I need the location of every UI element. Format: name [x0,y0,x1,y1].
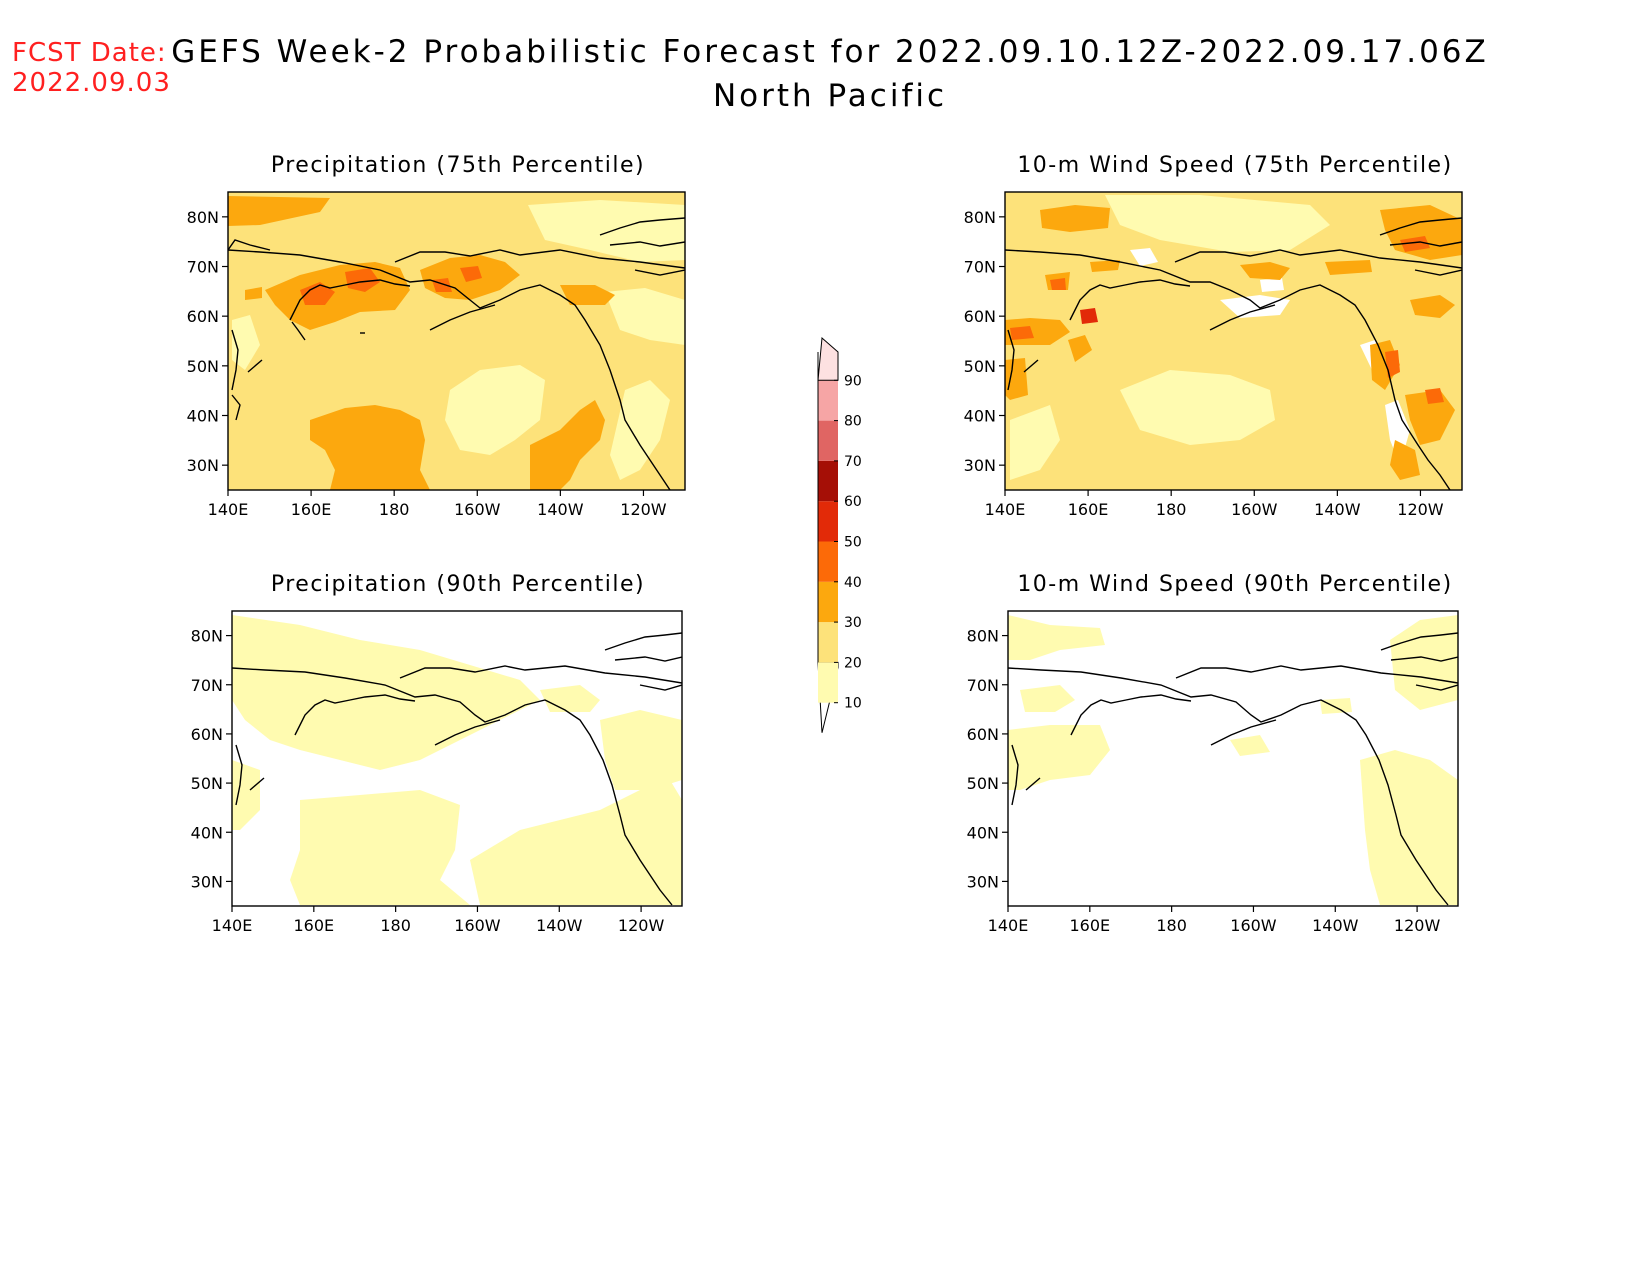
lon-label-wind-75: 140E [985,500,1026,519]
forecast-date-caption: FCST Date: [12,38,167,68]
lat-label-precip-90: 70N [191,676,223,695]
map-panel-wind-90 [1008,611,1458,906]
lat-label-wind-90: 50N [967,774,999,793]
axes-layer: 80N 70N 60N 50N 40N 30N 140E 160E 180 160W 140W 120… [187,208,1444,935]
panel-title-wind-90: 10-m Wind Speed (90th Percentile) [1017,572,1453,597]
lon-label-precip-90: 160E [293,916,334,935]
lon-label-precip-75: 180 [379,500,410,519]
lon-label-precip-75: 160W [454,500,501,519]
lat-label-wind-90: 40N [967,823,999,842]
lon-label-wind-90: 180 [1156,916,1187,935]
map-panel-precip-75 [228,192,685,490]
lat-label-wind-75: 30N [964,456,996,475]
lon-label-wind-90: 140E [988,916,1029,935]
colorbar: 10 20 30 40 50 60 70 80 90 [817,336,862,733]
lon-label-wind-75: 140W [1314,500,1361,519]
map-panel-precip-90 [232,611,682,906]
lat-label-wind-90: 70N [967,676,999,695]
lat-label-precip-75: 70N [187,258,219,277]
lat-label-precip-75: 60N [187,307,219,326]
colorbar-swatch [818,662,838,703]
lat-label-precip-90: 40N [191,823,223,842]
lon-label-wind-90: 160W [1230,916,1277,935]
lon-label-precip-90: 140E [212,916,253,935]
forecast-date-label: FCST Date: 2022.09.03 [12,38,171,98]
colorbar-swatch [818,622,838,663]
colorbar-label: 80 [844,414,862,430]
lon-label-precip-90: 140W [536,916,583,935]
lon-label-precip-75: 120W [620,500,667,519]
lon-label-precip-75: 160E [291,500,332,519]
coastline-panel-1 [228,217,685,490]
lon-label-precip-75: 140W [537,500,584,519]
colorbar-swatch [818,380,838,421]
colorbar-label: 20 [844,655,862,671]
coastline-panel-4 [1008,632,1458,906]
lat-label-wind-90: 60N [967,725,999,744]
lat-label-precip-90: 50N [191,774,223,793]
lat-label-wind-75: 40N [964,407,996,426]
colorbar-label: 10 [844,696,862,712]
colorbar-swatch [818,541,838,582]
coastlines [228,217,1462,906]
lat-label-precip-75: 30N [187,456,219,475]
lat-label-wind-75: 60N [964,307,996,326]
colorbar-label: 50 [844,535,862,551]
panel-title-wind-75: 10-m Wind Speed (75th Percentile) [1017,153,1453,178]
lon-label-wind-75: 160E [1068,500,1109,519]
chart-subtitle: North Pacific [712,78,948,114]
map-frame-precip-75 [227,191,686,491]
panel-title-precip-75: Precipitation (75th Percentile) [270,153,646,178]
lat-label-wind-75: 70N [964,258,996,277]
lon-label-wind-75: 120W [1397,500,1444,519]
lon-label-wind-90: 160E [1069,916,1110,935]
colorbar-swatch [818,581,838,623]
lon-label-precip-90: 180 [380,916,411,935]
map-frame-wind-90 [1007,610,1459,907]
map-frame-precip-90 [231,610,683,907]
map-frame-wind-75 [1004,191,1463,491]
lon-label-precip-75: 140E [208,500,249,519]
colorbar-label: 40 [844,575,862,591]
panel-title-precip-90: Precipitation (90th Percentile) [270,572,646,597]
lon-label-wind-75: 180 [1156,500,1187,519]
lat-label-precip-75: 50N [187,357,219,376]
colorbar-swatch [817,336,839,381]
colorbar-swatch [818,420,838,461]
lon-label-precip-90: 120W [618,916,665,935]
lat-label-wind-75: 50N [964,357,996,376]
map-panel-wind-75 [1005,192,1462,490]
colorbar-label: 90 [844,373,862,389]
colorbar-label: 60 [844,494,862,510]
colorbar-swatch [818,501,838,542]
coastline-panel-3 [232,632,682,906]
lon-label-wind-90: 120W [1394,916,1441,935]
lat-label-precip-75: 40N [187,407,219,426]
lat-label-precip-75: 80N [187,208,219,227]
colorbar-label: 30 [844,615,862,631]
lon-label-precip-90: 160W [454,916,501,935]
chart-title: GEFS Week-2 Probabilistic Forecast for 2… [171,34,1489,70]
lat-label-wind-75: 80N [964,208,996,227]
colorbar-label: 70 [844,454,862,470]
coastline-panel-2 [1005,217,1462,490]
lat-label-wind-90: 30N [967,872,999,891]
colorbar-swatch [818,460,838,502]
lat-label-precip-90: 60N [191,725,223,744]
lat-label-precip-90: 80N [191,627,223,646]
lat-label-wind-90: 80N [967,627,999,646]
forecast-date-value: 2022.09.03 [12,68,171,98]
lon-label-wind-90: 140W [1312,916,1359,935]
lat-label-precip-90: 30N [191,872,223,891]
lon-label-wind-75: 160W [1231,500,1278,519]
